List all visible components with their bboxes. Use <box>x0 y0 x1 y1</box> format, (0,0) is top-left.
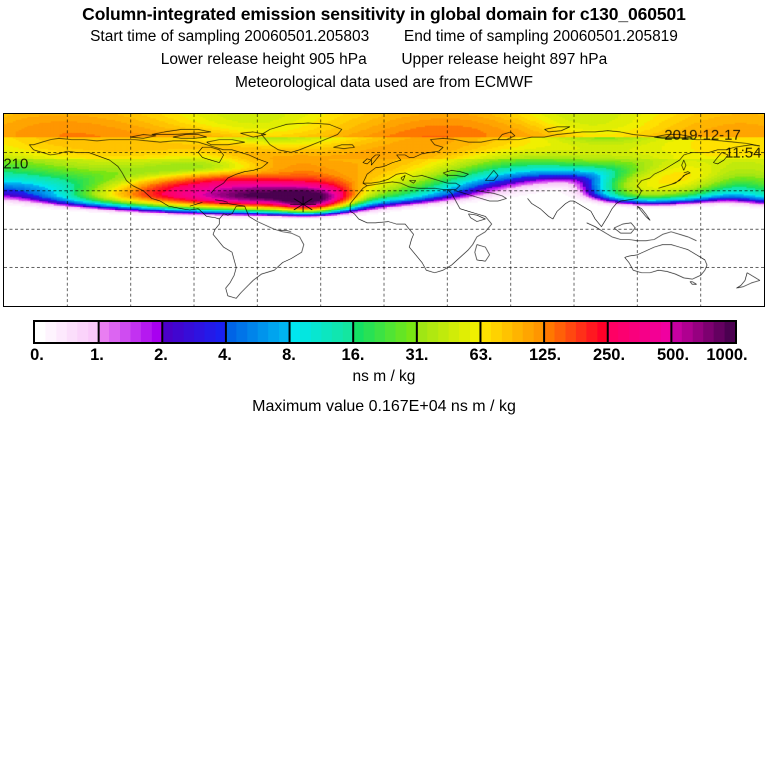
end-time-label: End time of sampling 20060501.205819 <box>403 28 678 45</box>
colorbar-unit-label: ns m / kg <box>352 368 416 385</box>
emission-sensitivity-heatmap <box>4 114 764 306</box>
map-panel <box>3 113 765 307</box>
release-height-line: Lower release height 905 hPa Upper relea… <box>0 48 768 71</box>
colorbar-tick-11: 1000. <box>706 346 748 364</box>
colorbar-tick-8: 125. <box>528 346 562 364</box>
colorbar-tick-6: 31. <box>405 346 429 364</box>
colorbar-tick-4: 8. <box>282 346 296 364</box>
colorbar-tick-labels: 0. 1. 2. 4. 8. 16. 31. 63. 125. 250. 500. 1000. <box>0 346 768 366</box>
colorbar-tick-0: 0. <box>30 346 44 364</box>
upper-release-height-label: Upper release height 897 hPa <box>401 51 608 68</box>
colorbar-tick-10: 500. <box>656 346 690 364</box>
met-data-line: Meteorological data used are from ECMWF <box>0 71 768 94</box>
colorbar-tick-5: 16. <box>341 346 365 364</box>
colorbar <box>33 320 737 344</box>
met-data-label: Meteorological data used are from ECMWF <box>234 74 534 91</box>
page-title: Column-integrated emission sensitivity i… <box>82 4 686 24</box>
colorbar-tick-2: 2. <box>154 346 168 364</box>
colorbar-gradient <box>33 320 737 344</box>
colorbar-tick-3: 4. <box>218 346 232 364</box>
start-time-label: Start time of sampling 20060501.205803 <box>90 28 370 45</box>
colorbar-tick-7: 63. <box>469 346 493 364</box>
sampling-time-line: Start time of sampling 20060501.205803 E… <box>0 25 768 48</box>
colorbar-tick-1: 1. <box>90 346 104 364</box>
maximum-value-label: Maximum value 0.167E+04 ns m / kg <box>252 398 516 415</box>
plot-header: Column-integrated emission sensitivity i… <box>0 0 768 94</box>
lower-release-height-label: Lower release height 905 hPa <box>160 51 367 68</box>
colorbar-tick-9: 250. <box>592 346 626 364</box>
